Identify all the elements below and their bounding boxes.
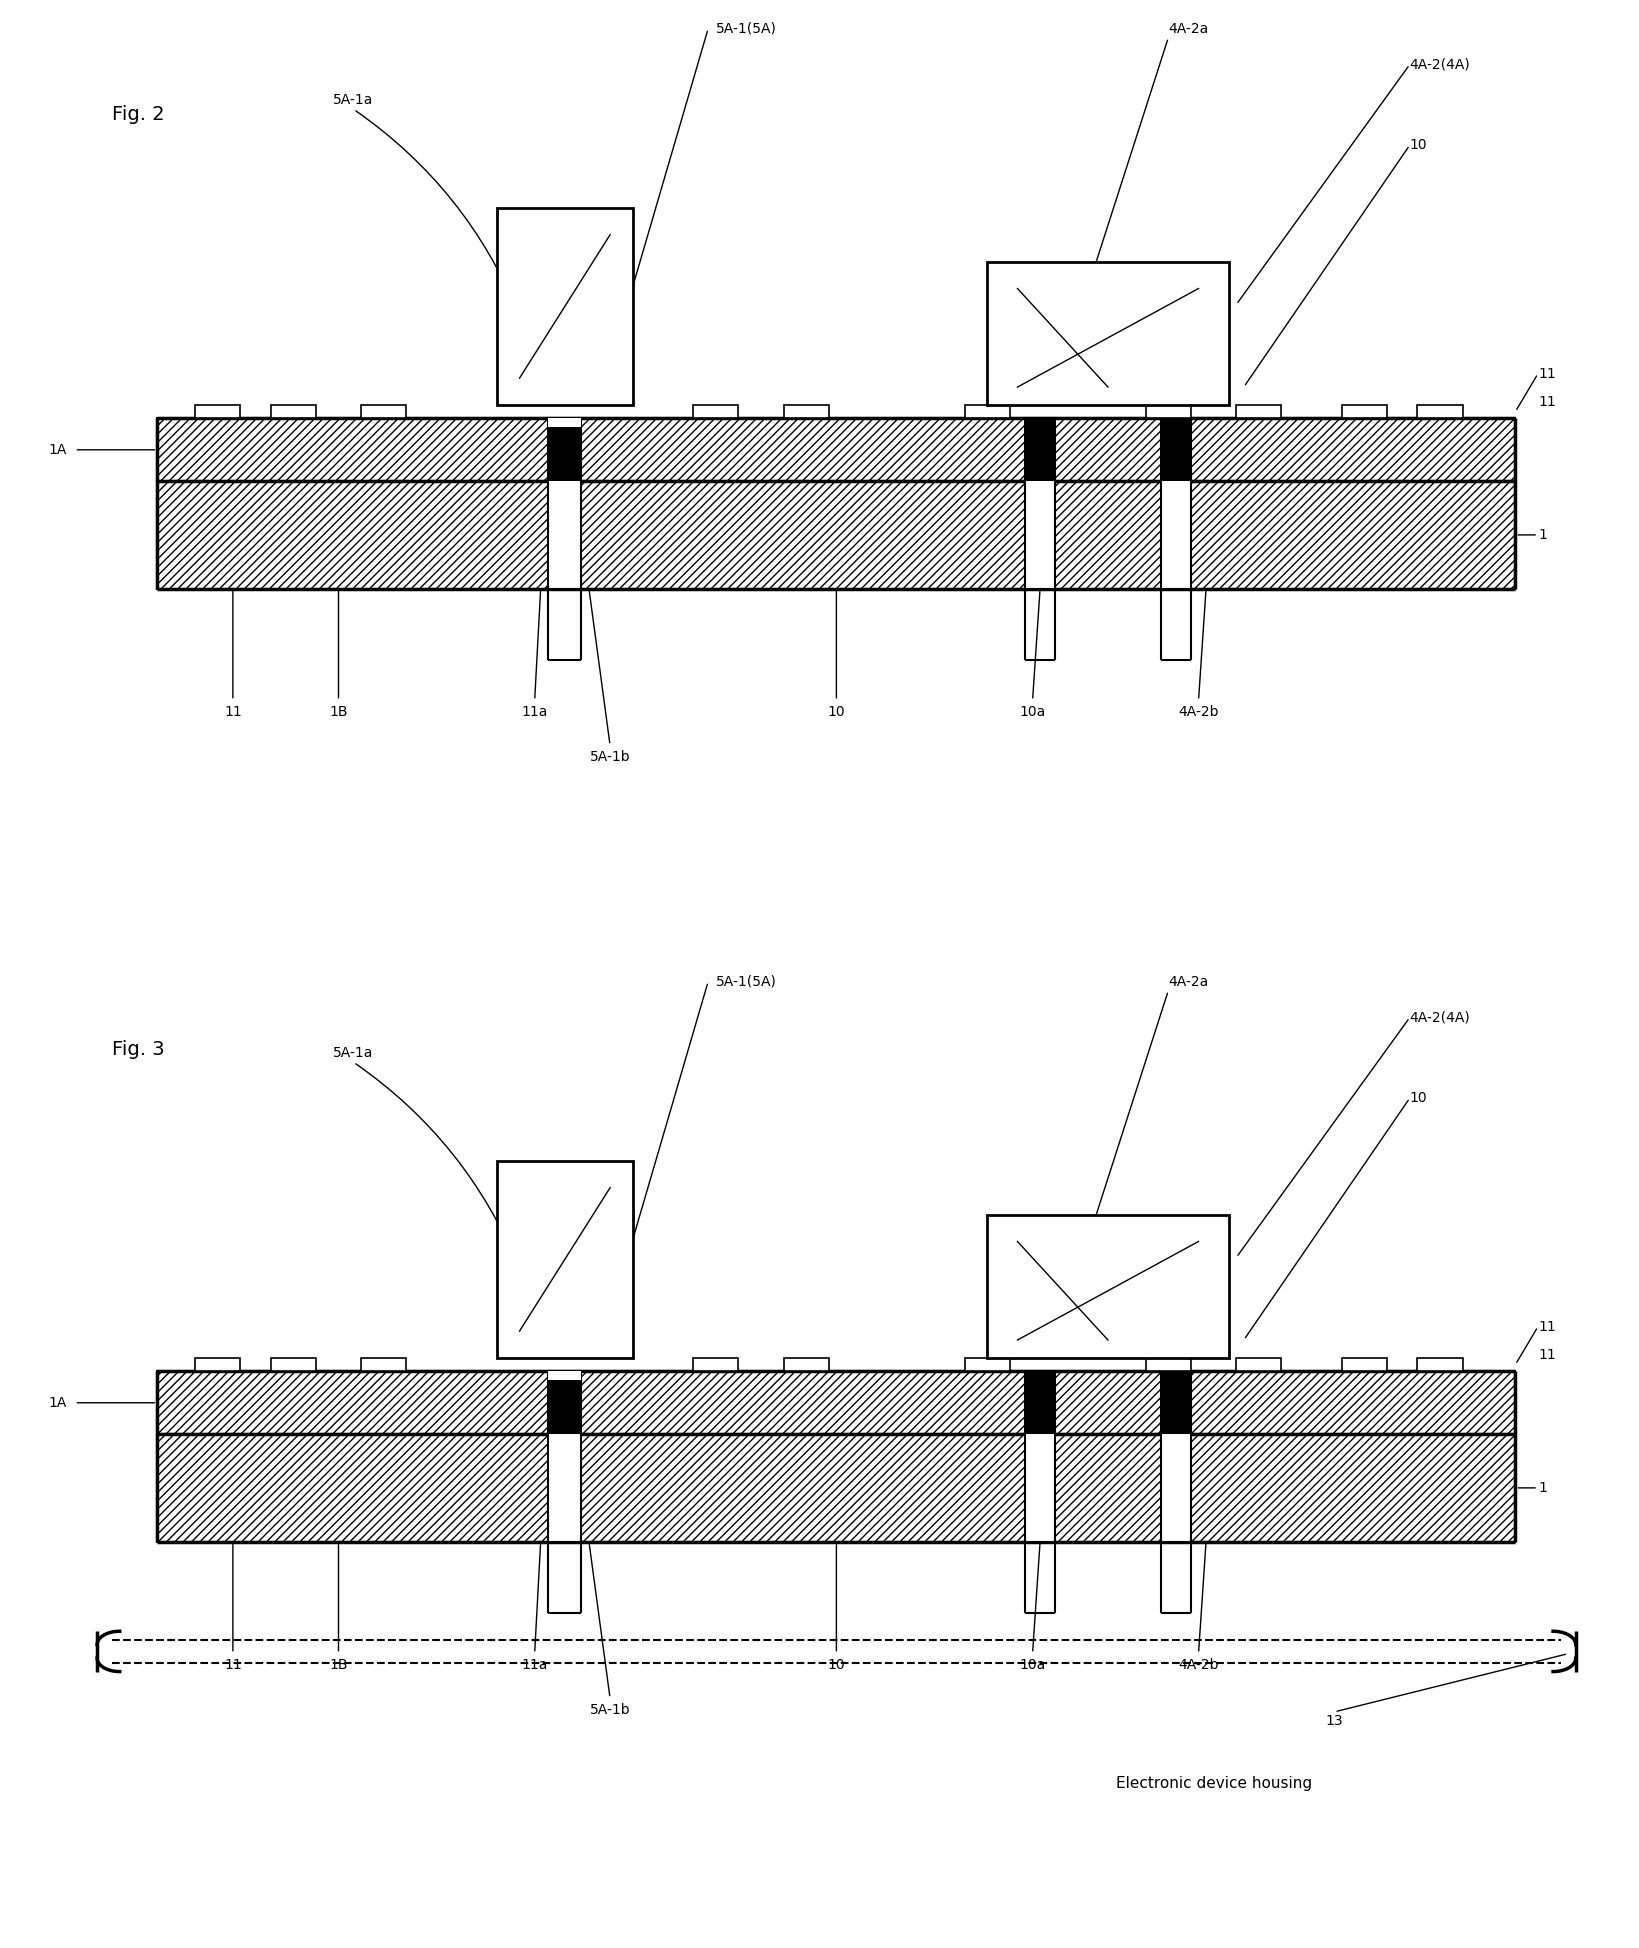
Text: 11: 11 (225, 705, 241, 719)
Bar (1024, 1371, 1054, 1541)
Text: 13: 13 (1324, 1714, 1342, 1728)
Text: Fig. 3: Fig. 3 (111, 1040, 164, 1060)
Text: 10a: 10a (1019, 1658, 1046, 1671)
Bar (547, 1371, 582, 1434)
Text: 4A-2(4A): 4A-2(4A) (1410, 58, 1470, 72)
Bar (547, 419, 582, 588)
Text: 4A-2a: 4A-2a (1167, 21, 1208, 35)
Text: 10: 10 (1410, 138, 1426, 152)
Bar (1146, 405, 1190, 419)
Text: 1: 1 (1537, 528, 1546, 542)
Text: 1B: 1B (329, 705, 347, 719)
Bar (361, 405, 406, 419)
Bar (547, 419, 582, 481)
Text: 11: 11 (1537, 1319, 1555, 1334)
Text: 5A-1a: 5A-1a (333, 1046, 374, 1060)
Bar (964, 1358, 1010, 1371)
Text: 11: 11 (1537, 366, 1555, 380)
Bar (547, 1371, 582, 1541)
Text: 5A-1(5A): 5A-1(5A) (715, 974, 777, 988)
Text: 4A-2b: 4A-2b (1177, 1658, 1218, 1671)
Text: 1: 1 (1537, 1480, 1546, 1494)
Bar (987, 261, 1228, 405)
Text: 5A-1b: 5A-1b (590, 750, 629, 764)
Text: 10: 10 (1410, 1091, 1426, 1105)
Text: 5A-1a: 5A-1a (333, 94, 374, 107)
Bar (547, 1371, 582, 1381)
Text: 5A-1b: 5A-1b (590, 1703, 629, 1716)
Bar (1024, 419, 1054, 588)
Text: 10: 10 (828, 1658, 844, 1671)
Bar (987, 1216, 1228, 1358)
Bar (547, 419, 582, 427)
Bar (270, 405, 316, 419)
Bar (157, 481, 1514, 588)
Bar (1024, 419, 1054, 481)
Text: Electronic device housing: Electronic device housing (1115, 1777, 1311, 1790)
Text: 10: 10 (828, 705, 844, 719)
Bar (157, 419, 1514, 481)
Bar (1341, 1358, 1387, 1371)
Bar (497, 1161, 633, 1358)
Bar (1416, 405, 1462, 419)
Bar (1146, 1358, 1190, 1371)
Text: Fig. 2: Fig. 2 (111, 105, 164, 125)
Bar (693, 405, 738, 419)
Text: 10a: 10a (1019, 705, 1046, 719)
Bar (1160, 1371, 1190, 1541)
Text: 1A: 1A (49, 442, 67, 456)
Bar (361, 1358, 406, 1371)
Bar (1341, 405, 1387, 419)
Bar (157, 1434, 1514, 1541)
Text: 11: 11 (225, 1658, 241, 1671)
Text: 4A-2(4A): 4A-2(4A) (1410, 1011, 1470, 1025)
Bar (693, 1358, 738, 1371)
Text: 4A-2b: 4A-2b (1177, 705, 1218, 719)
Bar (964, 405, 1010, 419)
Bar (195, 1358, 241, 1371)
Bar (157, 1371, 1514, 1434)
Bar (1416, 1358, 1462, 1371)
Bar (1236, 405, 1280, 419)
Bar (1160, 419, 1190, 588)
Bar (783, 1358, 828, 1371)
Bar (497, 208, 633, 405)
Bar (1160, 419, 1190, 481)
Text: 11a: 11a (521, 1658, 547, 1671)
Bar (783, 405, 828, 419)
Text: 11: 11 (1537, 395, 1555, 409)
Text: 11a: 11a (521, 705, 547, 719)
Bar (1024, 1371, 1054, 1434)
Text: 11: 11 (1537, 1348, 1555, 1362)
Text: 1A: 1A (49, 1397, 67, 1410)
Bar (1160, 1371, 1190, 1434)
Text: 5A-1(5A): 5A-1(5A) (715, 21, 777, 35)
Text: 1B: 1B (329, 1658, 347, 1671)
Bar (195, 405, 241, 419)
Text: 4A-2a: 4A-2a (1167, 974, 1208, 988)
Bar (1236, 1358, 1280, 1371)
Bar (270, 1358, 316, 1371)
